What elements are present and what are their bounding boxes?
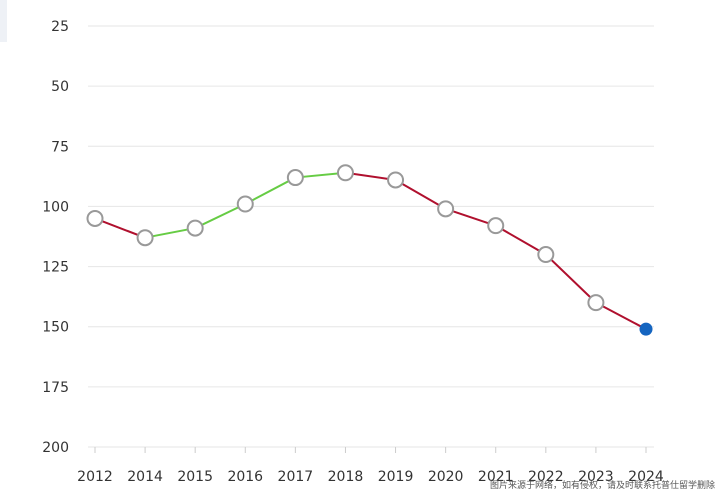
x-tick-label: 2017 xyxy=(278,469,314,485)
series-segment xyxy=(394,178,447,210)
grid-lines xyxy=(88,25,654,448)
series-segment xyxy=(444,207,497,227)
x-tick-label: 2020 xyxy=(428,469,464,485)
series-segment xyxy=(494,224,547,256)
series-segment xyxy=(194,203,247,230)
x-tick-label: 2023 xyxy=(578,469,614,485)
data-point[interactable] xyxy=(86,209,104,227)
series-segment xyxy=(244,176,297,206)
data-point[interactable] xyxy=(336,164,354,182)
series-segment xyxy=(144,227,197,239)
y-tick-label: 175 xyxy=(42,380,69,396)
series-segment xyxy=(94,217,147,239)
data-point-latest[interactable] xyxy=(639,322,653,336)
series-line xyxy=(94,171,647,331)
x-tick-label: 2019 xyxy=(378,469,414,485)
watermark-text: 图片来源于网络，如有侵权，请及时联系托普仕留学删除 xyxy=(489,481,715,491)
data-point[interactable] xyxy=(286,169,304,187)
y-tick-label: 75 xyxy=(51,139,69,155)
y-tick-label: 50 xyxy=(51,79,69,95)
x-axis-ticks: 2012 2014 2015 2016 2017 2018 2019 2020 2021 2022… xyxy=(77,447,664,485)
y-tick-label: 25 xyxy=(51,19,69,35)
x-tick-label: 2014 xyxy=(127,469,163,485)
series-points xyxy=(86,164,653,336)
x-tick-label: 2021 xyxy=(478,469,514,485)
x-tick-label: 2018 xyxy=(328,469,364,485)
y-tick-label: 150 xyxy=(42,320,69,336)
data-point[interactable] xyxy=(587,294,605,312)
x-tick-label: 2024 xyxy=(628,469,664,485)
y-tick-label: 125 xyxy=(42,260,69,276)
x-tick-label: 2022 xyxy=(528,469,564,485)
series-segment xyxy=(594,301,647,331)
y-axis-ticks: 25 50 75 100 125 150 175 200 xyxy=(42,19,69,456)
corner-tab xyxy=(0,0,7,42)
y-tick-label: 200 xyxy=(42,440,69,456)
data-point[interactable] xyxy=(186,219,204,237)
series-segment xyxy=(544,253,597,304)
x-tick-label: 2012 xyxy=(77,469,113,485)
data-point[interactable] xyxy=(236,195,254,213)
data-point[interactable] xyxy=(387,171,405,189)
x-tick-label: 2016 xyxy=(227,469,263,485)
data-point[interactable] xyxy=(537,246,555,264)
data-point[interactable] xyxy=(136,229,154,247)
y-tick-label: 100 xyxy=(42,199,69,215)
data-point[interactable] xyxy=(437,200,455,218)
x-tick-label: 2015 xyxy=(177,469,213,485)
data-point[interactable] xyxy=(487,217,505,235)
